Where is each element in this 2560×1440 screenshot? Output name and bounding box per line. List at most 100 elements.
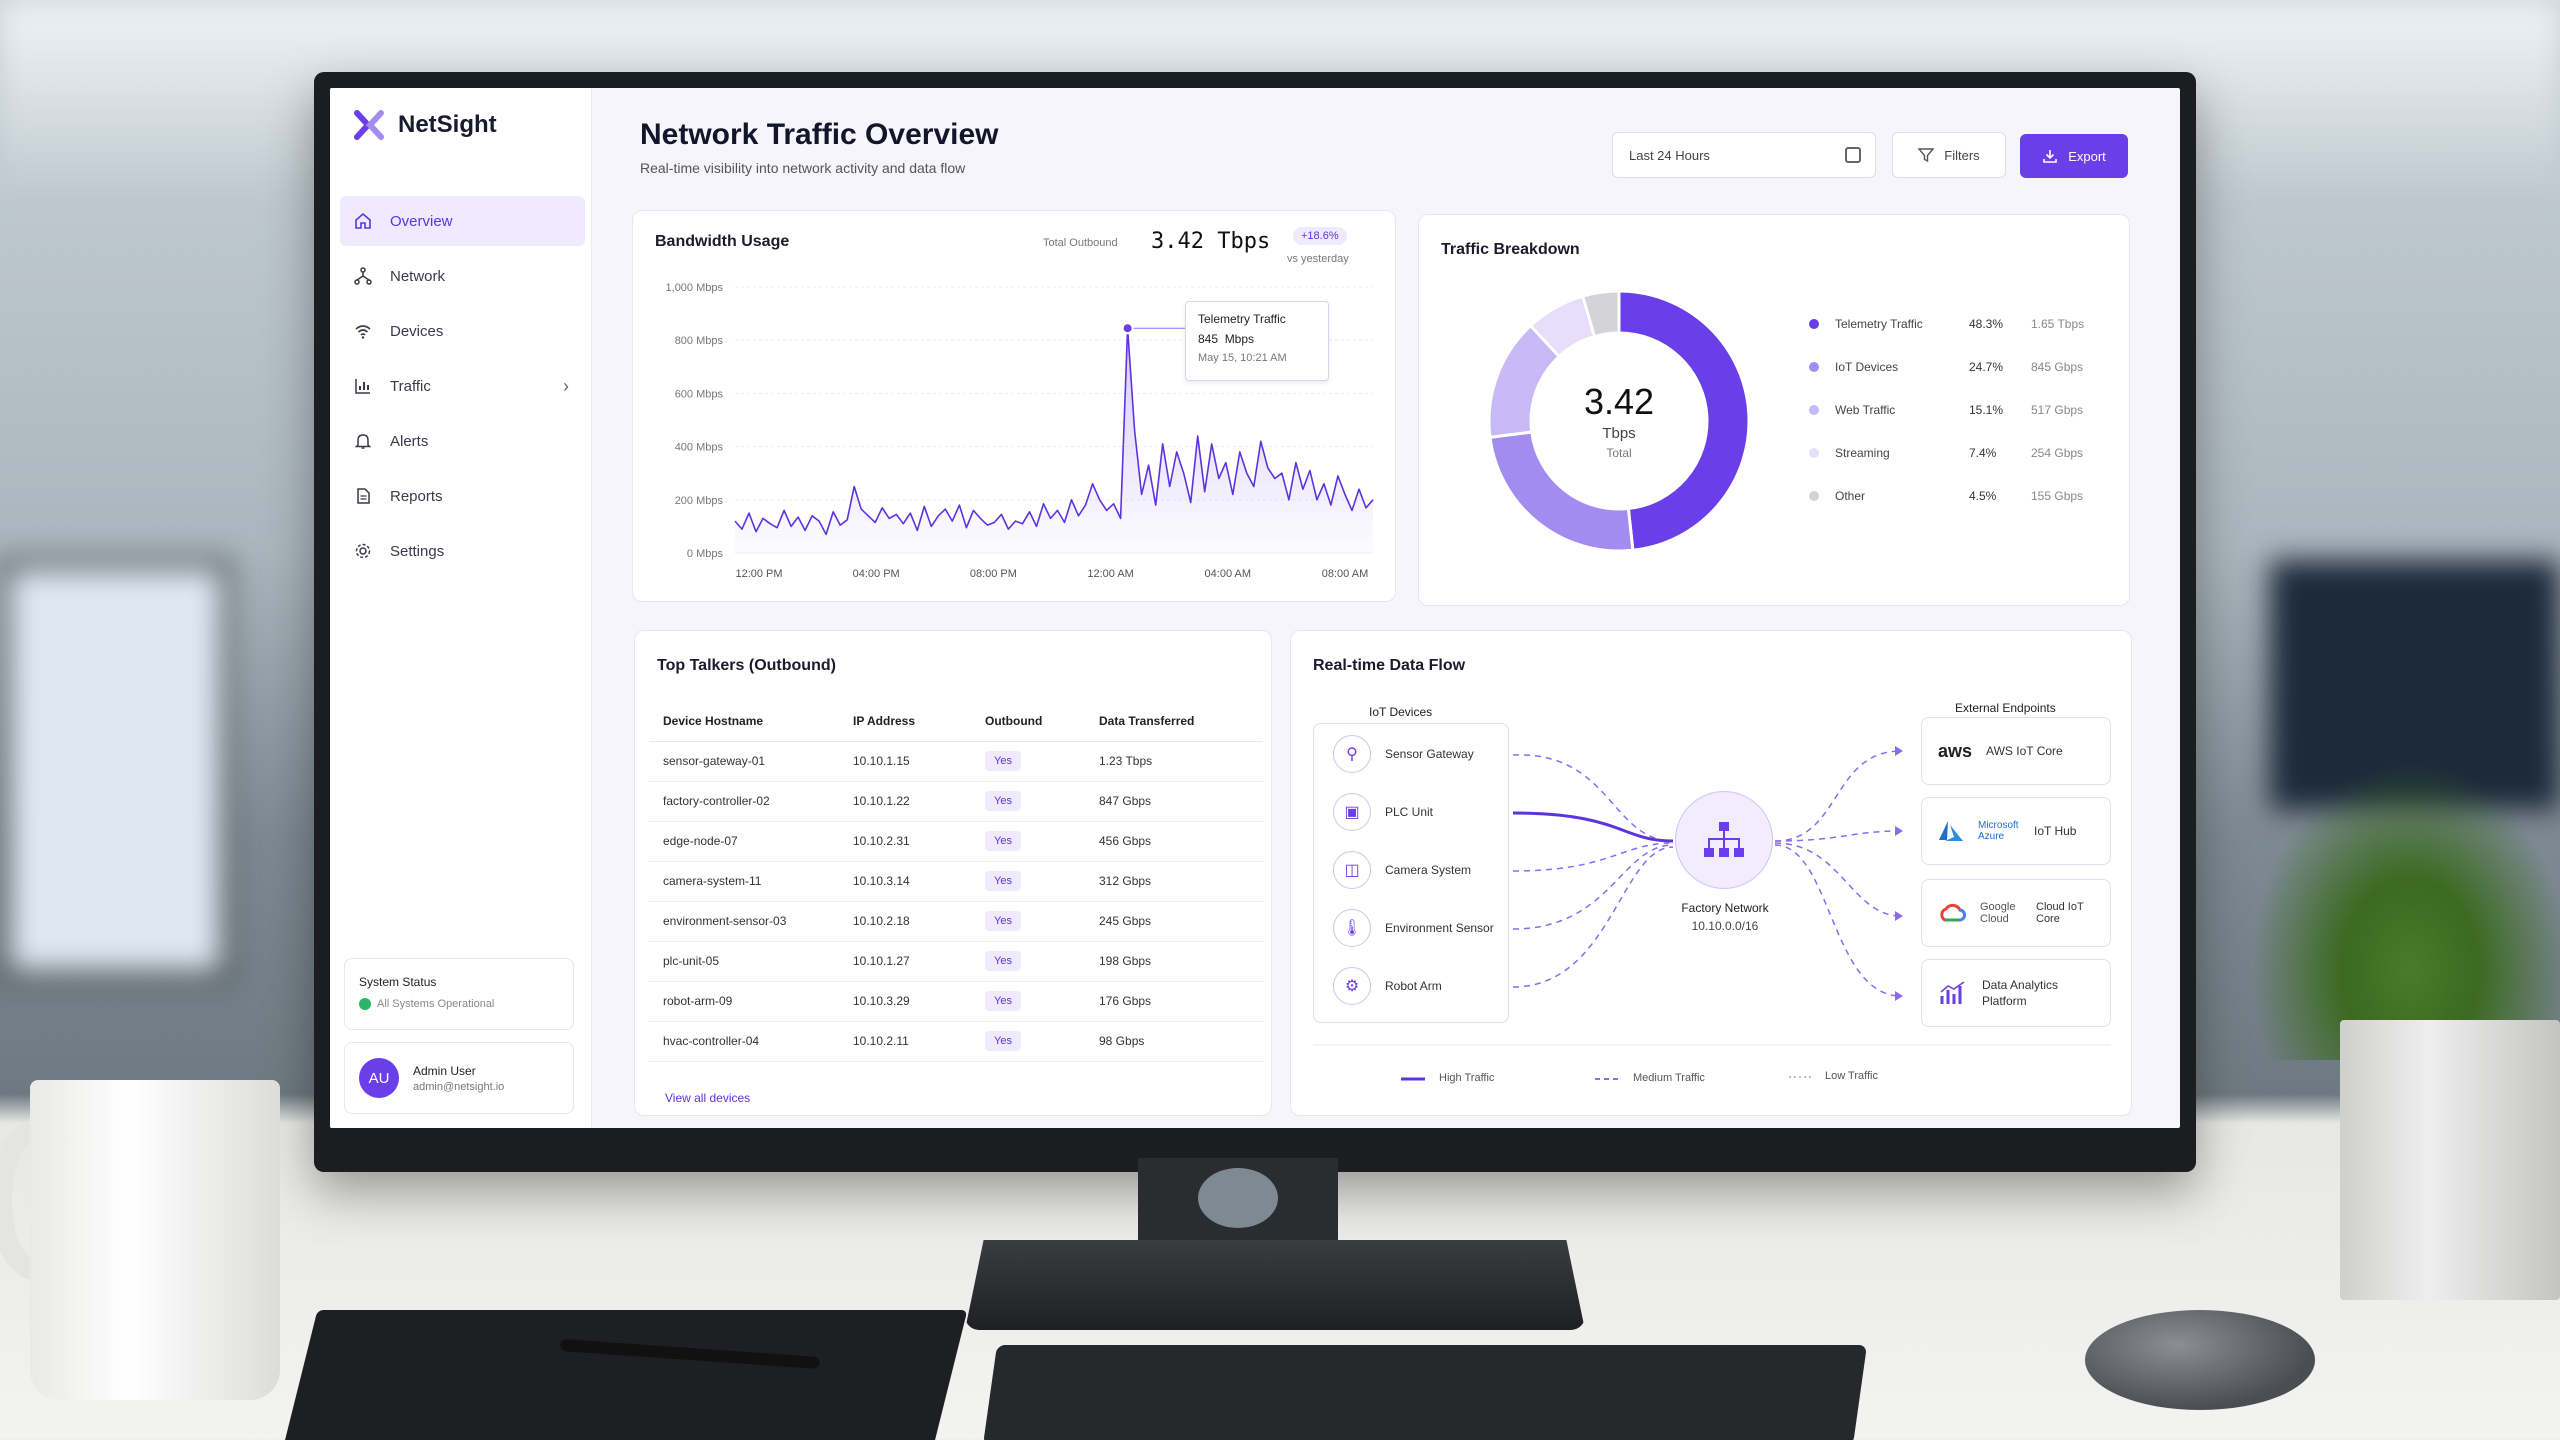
flow-connections — [1313, 746, 2111, 1081]
donut-center-value: 3.42 — [1583, 381, 1655, 422]
ip-cell: 10.10.1.27 — [853, 954, 910, 968]
table-row[interactable]: environment-sensor-03 10.10.2.18 Yes 245 Gb… — [649, 901, 1263, 941]
sidebar-item-devices[interactable]: Devices — [340, 306, 585, 356]
external-endpoints-heading: External Endpoints — [1955, 701, 2056, 715]
legend-label: Streaming — [1835, 446, 1890, 460]
legend-value: 254 Gbps — [2031, 446, 2084, 460]
bandwidth-card: Bandwidth Usage Total Outbound 3.42 Tbps… — [632, 210, 1396, 602]
endpoint-aws-iot-core[interactable]: aws AWS IoT Core — [1921, 717, 2111, 785]
export-button[interactable]: Export — [2020, 134, 2128, 178]
legend-swatch — [1809, 362, 1819, 372]
bandwidth-line-chart: 1,000 Mbps 800 Mbps 600 Mbps 400 Mbps 200 Mb… — [666, 282, 1374, 580]
ip-cell: 10.10.3.29 — [853, 994, 910, 1008]
system-status-card: System Status All Systems Operational — [344, 958, 574, 1030]
netsight-logo-icon — [354, 110, 384, 140]
column-header[interactable]: Device Hostname — [663, 713, 764, 728]
series-line — [734, 327, 1374, 536]
flow-device-robot-arm[interactable]: ⚙ Robot Arm — [1333, 967, 1442, 1005]
table-row[interactable]: edge-node-07 10.10.2.31 Yes 456 Gbps — [649, 821, 1263, 861]
donut-slice[interactable] — [1580, 289, 1621, 339]
data-cell: 98 Gbps — [1099, 1034, 1145, 1048]
sidebar-item-alerts[interactable]: Alerts — [340, 416, 585, 466]
export-label: Export — [2068, 148, 2106, 164]
legend-item[interactable]: Web Traffic 15.1% 517 Gbps — [1809, 401, 2099, 444]
legend-value: 155 Gbps — [2031, 489, 2084, 503]
view-all-devices-link[interactable]: View all devices — [665, 1091, 751, 1105]
legend-low-traffic: Low Traffic — [1825, 1070, 1878, 1082]
iot-devices-heading: IoT Devices — [1369, 705, 1433, 719]
legend-label: IoT Devices — [1835, 360, 1899, 374]
factory-network-hub[interactable] — [1675, 791, 1773, 889]
legend-label: Web Traffic — [1835, 403, 1896, 417]
traffic-donut-chart — [1487, 289, 1751, 553]
sidebar-item-network[interactable]: Network — [340, 251, 585, 301]
home-icon — [355, 212, 371, 229]
sidebar-item-overview[interactable]: Overview — [340, 196, 585, 246]
device-label: Camera System — [1385, 863, 1472, 877]
legend-item[interactable]: Streaming 7.4% 254 Gbps — [1809, 444, 2099, 487]
data-cell: 198 Gbps — [1099, 954, 1152, 968]
legend-medium-traffic: Medium Traffic — [1633, 1072, 1705, 1084]
legend-item[interactable]: IoT Devices 24.7% 845 Gbps — [1809, 358, 2099, 401]
flow-device-environment-sensor[interactable]: 🌡︎ Environment Sensor — [1333, 909, 1494, 947]
filters-button[interactable]: Filters — [1892, 132, 2006, 178]
sidebar-item-label: Traffic — [390, 377, 431, 395]
ip-cell: 10.10.1.22 — [853, 794, 910, 808]
data-cell: 176 Gbps — [1099, 994, 1152, 1008]
table-row[interactable]: camera-system-11 10.10.3.14 Yes 312 Gbps — [649, 861, 1263, 901]
outbound-badge: Yes — [985, 831, 1021, 851]
flow-device-camera-system[interactable]: ◫ Camera System — [1333, 851, 1471, 889]
x-tick-label: 04:00 AM — [1205, 568, 1251, 580]
legend-item[interactable]: Other 4.5% 155 Gbps — [1809, 487, 2099, 530]
outbound-badge: Yes — [985, 951, 1021, 971]
endpoint-azure-iot-hub[interactable]: Microsoft Azure IoT Hub — [1921, 797, 2111, 865]
table-row[interactable]: plc-unit-05 10.10.1.27 Yes 198 Gbps — [649, 941, 1263, 981]
download-icon — [2043, 150, 2058, 163]
series-area — [735, 328, 1373, 553]
tooltip-title: Telemetry Traffic — [1198, 312, 1286, 326]
donut-slice[interactable] — [1617, 289, 1751, 552]
plant-pot — [2340, 1020, 2560, 1300]
filter-icon — [1918, 148, 1935, 163]
flow-device-plc-unit[interactable]: ▣ PLC Unit — [1333, 793, 1433, 831]
sidebar-item-reports[interactable]: Reports — [340, 471, 585, 521]
date-range-select[interactable]: Last 24 Hours — [1612, 132, 1876, 178]
endpoint-label: AWS IoT Core — [1986, 744, 2063, 758]
outbound-cell: Yes — [985, 861, 1099, 901]
endpoint-data-analytics-platform[interactable]: Data Analytics Platform — [1921, 959, 2111, 1027]
network-icon — [354, 267, 372, 285]
background-monitor — [0, 560, 230, 980]
table-row[interactable]: sensor-gateway-01 10.10.1.15 Yes 1.23 Tbps — [649, 741, 1263, 781]
document-icon — [357, 488, 370, 504]
table-row[interactable]: robot-arm-09 10.10.3.29 Yes 176 Gbps — [649, 981, 1263, 1021]
mouse — [2085, 1310, 2315, 1410]
x-tick-label: 12:00 PM — [735, 568, 782, 580]
top-talkers-table: Device Hostname IP Address Outbound Data… — [649, 701, 1263, 1062]
column-header[interactable]: Data Transferred — [1099, 713, 1195, 728]
top-talkers-title: Top Talkers (Outbound) — [657, 657, 836, 674]
table-row[interactable]: factory-controller-02 10.10.1.22 Yes 847 Gb… — [649, 781, 1263, 821]
legend-pct: 4.5% — [1969, 489, 1997, 503]
sidebar-item-label: Devices — [390, 322, 444, 340]
column-header[interactable]: IP Address — [853, 713, 916, 728]
plc-icon: ▣ — [1333, 793, 1371, 831]
logo[interactable]: NetSight — [354, 110, 497, 140]
user-name: Admin User — [413, 1063, 476, 1078]
legend-item[interactable]: Telemetry Traffic 48.3% 1.65 Tbps — [1809, 315, 2099, 358]
data-cell: 847 Gbps — [1099, 794, 1152, 808]
endpoint-google-cloud-iot-core[interactable]: Google Cloud Cloud IoT Core — [1921, 879, 2111, 947]
table-row[interactable]: hvac-controller-04 10.10.2.11 Yes 98 Gbps — [649, 1021, 1263, 1061]
sidebar-item-label: Settings — [390, 542, 445, 560]
column-header[interactable]: Outbound — [985, 713, 1043, 728]
page-subtitle: Real-time visibility into network activi… — [640, 160, 966, 176]
sidebar-item-settings[interactable]: Settings — [340, 526, 585, 576]
wifi-icon — [355, 325, 371, 339]
google-brand: Google Cloud — [1980, 901, 2016, 925]
y-tick-label: 0 Mbps — [687, 548, 724, 560]
aws-logo: aws — [1938, 740, 1973, 761]
user-card[interactable]: AU Admin User admin@netsight.io — [344, 1042, 574, 1114]
flow-device-sensor-gateway[interactable]: ⚲ Sensor Gateway — [1333, 735, 1474, 773]
sidebar-item-traffic[interactable]: Traffic › — [340, 361, 585, 411]
endpoint-label: Cloud IoT Core — [2036, 901, 2084, 925]
hostname-cell: hvac-controller-04 — [663, 1034, 760, 1048]
